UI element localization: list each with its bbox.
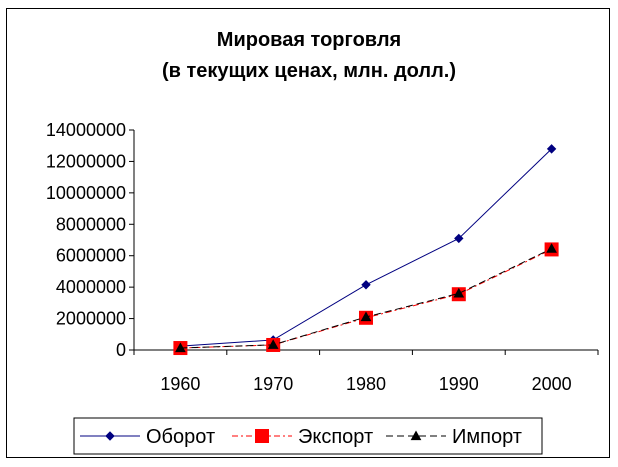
data-point (175, 342, 186, 353)
x-tick-label: 1960 (160, 374, 200, 394)
data-point (360, 311, 372, 322)
y-tick-label: 6000000 (56, 246, 126, 266)
y-tick-label: 8000000 (56, 214, 126, 234)
series-2 (175, 243, 557, 353)
legend-box (73, 417, 543, 455)
y-tick-label: 12000000 (46, 151, 126, 171)
data-point (453, 287, 465, 298)
legend-label: Экспорт (298, 426, 373, 448)
legend-item: Оборот (80, 426, 215, 448)
data-point (267, 339, 279, 349)
axes: 0 2000000 4000000 6000000 8000000 10000000 120… (46, 120, 599, 394)
data-point (546, 243, 557, 253)
legend-marker (410, 430, 422, 441)
data-point (361, 280, 371, 290)
y-tick-label: 14000000 (46, 120, 126, 140)
y-tick-label: 10000000 (46, 183, 126, 203)
series-1 (173, 242, 559, 356)
legend-label: Импорт (452, 426, 522, 448)
legend-label: Оборот (146, 426, 215, 448)
data-point (454, 233, 464, 244)
legend-item: Импорт (386, 426, 522, 448)
data-point (546, 144, 557, 154)
y-tick-label: 0 (116, 340, 126, 360)
x-tick-label: 1990 (439, 374, 479, 394)
series-line (180, 248, 552, 349)
chart-frame (6, 8, 610, 458)
x-tick-label: 1980 (346, 374, 386, 394)
legend-marker (255, 429, 269, 443)
series-layer (173, 144, 559, 356)
y-tick-label: 2000000 (56, 309, 126, 329)
series-line (180, 248, 552, 349)
legend-marker (105, 431, 115, 441)
legend-item: Экспорт (232, 426, 373, 448)
chart-title: Мировая торговля (217, 29, 401, 51)
chart-subtitle: (в текущих ценах, млн. долл.) (162, 60, 456, 82)
x-tick-label: 1970 (253, 374, 293, 394)
x-tick-label: 2000 (532, 374, 572, 394)
legend: Оборот Экспорт Импорт (73, 417, 543, 455)
y-tick-label: 4000000 (56, 277, 126, 297)
